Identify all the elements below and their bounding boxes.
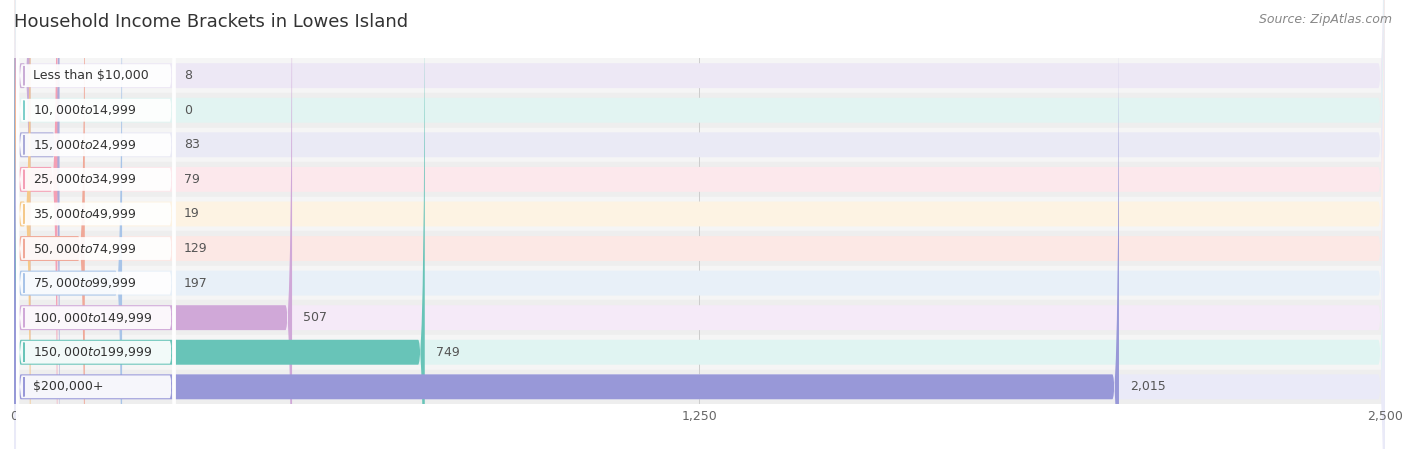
Text: Source: ZipAtlas.com: Source: ZipAtlas.com	[1258, 13, 1392, 26]
FancyBboxPatch shape	[17, 0, 176, 449]
FancyBboxPatch shape	[14, 0, 1385, 449]
FancyBboxPatch shape	[14, 0, 31, 449]
FancyBboxPatch shape	[14, 0, 1385, 449]
Text: $10,000 to $14,999: $10,000 to $14,999	[34, 103, 136, 117]
Text: $25,000 to $34,999: $25,000 to $34,999	[34, 172, 136, 186]
Bar	[14, 93, 1385, 128]
Text: 129: 129	[184, 242, 208, 255]
Bar	[14, 162, 1385, 197]
FancyBboxPatch shape	[17, 0, 176, 449]
FancyBboxPatch shape	[14, 0, 1385, 449]
Text: $150,000 to $199,999: $150,000 to $199,999	[34, 345, 153, 359]
Text: 197: 197	[184, 277, 208, 290]
FancyBboxPatch shape	[17, 18, 176, 449]
FancyBboxPatch shape	[17, 0, 176, 449]
FancyBboxPatch shape	[14, 0, 58, 449]
FancyBboxPatch shape	[17, 0, 176, 445]
Text: $100,000 to $149,999: $100,000 to $149,999	[34, 311, 153, 325]
FancyBboxPatch shape	[17, 0, 176, 449]
Bar	[14, 266, 1385, 300]
FancyBboxPatch shape	[14, 0, 1385, 449]
FancyBboxPatch shape	[14, 0, 1385, 449]
Text: 19: 19	[184, 207, 200, 220]
FancyBboxPatch shape	[14, 0, 1385, 449]
FancyBboxPatch shape	[14, 0, 1119, 449]
Bar	[14, 58, 1385, 93]
Text: $50,000 to $74,999: $50,000 to $74,999	[34, 242, 136, 255]
Bar	[14, 370, 1385, 404]
Bar	[14, 335, 1385, 370]
FancyBboxPatch shape	[17, 0, 176, 449]
FancyBboxPatch shape	[14, 0, 1385, 449]
Text: 507: 507	[304, 311, 328, 324]
Text: $15,000 to $24,999: $15,000 to $24,999	[34, 138, 136, 152]
Text: Household Income Brackets in Lowes Island: Household Income Brackets in Lowes Islan…	[14, 13, 408, 31]
Bar	[14, 128, 1385, 162]
FancyBboxPatch shape	[14, 0, 1385, 449]
Bar	[14, 197, 1385, 231]
Text: 0: 0	[184, 104, 193, 117]
FancyBboxPatch shape	[14, 0, 84, 449]
Text: 2,015: 2,015	[1130, 380, 1166, 393]
FancyBboxPatch shape	[14, 0, 1385, 449]
FancyBboxPatch shape	[17, 0, 176, 410]
FancyBboxPatch shape	[14, 0, 31, 449]
Text: $35,000 to $49,999: $35,000 to $49,999	[34, 207, 136, 221]
Bar	[14, 300, 1385, 335]
FancyBboxPatch shape	[17, 53, 176, 449]
Text: $200,000+: $200,000+	[34, 380, 104, 393]
FancyBboxPatch shape	[14, 0, 122, 449]
Text: 79: 79	[184, 173, 200, 186]
FancyBboxPatch shape	[14, 0, 292, 449]
Bar	[14, 231, 1385, 266]
Text: 8: 8	[184, 69, 193, 82]
FancyBboxPatch shape	[14, 0, 59, 449]
Text: 749: 749	[436, 346, 460, 359]
Text: 83: 83	[184, 138, 200, 151]
FancyBboxPatch shape	[17, 0, 176, 449]
FancyBboxPatch shape	[14, 0, 1385, 449]
FancyBboxPatch shape	[14, 0, 425, 449]
Text: Less than $10,000: Less than $10,000	[34, 69, 149, 82]
Text: $75,000 to $99,999: $75,000 to $99,999	[34, 276, 136, 290]
